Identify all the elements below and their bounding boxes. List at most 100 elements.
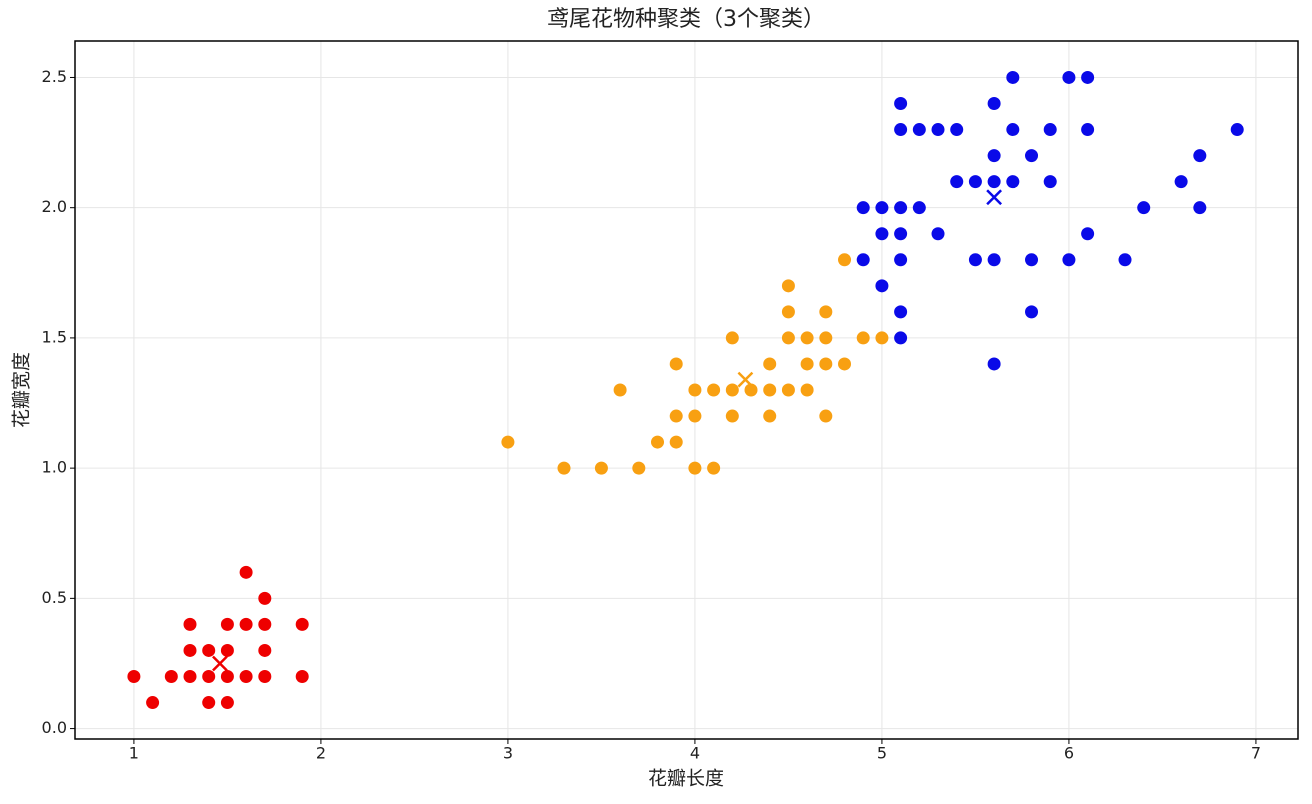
- y-axis-label: 花瓣宽度: [11, 352, 33, 428]
- scatter-point: [202, 696, 216, 710]
- scatter-point: [800, 357, 814, 371]
- scatter-point: [1025, 305, 1039, 319]
- scatter-point: [707, 383, 721, 397]
- scatter-point: [1081, 123, 1095, 137]
- scatter-point: [651, 435, 665, 449]
- scatter-point: [987, 97, 1001, 111]
- scatter-point: [688, 461, 702, 475]
- scatter-point: [931, 123, 945, 137]
- scatter-point: [875, 201, 889, 215]
- x-axis-label: 花瓣长度: [648, 768, 724, 790]
- scatter-point: [987, 357, 1001, 371]
- scatter-point: [781, 279, 795, 293]
- scatter-point: [781, 383, 795, 397]
- scatter-point: [183, 669, 197, 683]
- scatter-point: [1006, 175, 1020, 189]
- scatter-point: [800, 331, 814, 345]
- scatter-point: [707, 461, 721, 475]
- scatter-point: [800, 383, 814, 397]
- scatter-point: [669, 357, 683, 371]
- x-tick-label: 6: [1064, 744, 1074, 763]
- scatter-point: [950, 175, 964, 189]
- scatter-point: [894, 201, 908, 215]
- centroid-marker: [986, 189, 1003, 206]
- y-tick-label: 2.0: [42, 197, 67, 216]
- scatter-point: [220, 617, 234, 631]
- scatter-point: [1174, 175, 1188, 189]
- centroid-marker: [737, 371, 754, 388]
- scatter-point: [856, 253, 870, 267]
- x-tick-label: 2: [316, 744, 326, 763]
- scatter-point: [669, 409, 683, 423]
- x-tick-label: 7: [1251, 744, 1261, 763]
- scatter-point: [781, 331, 795, 345]
- scatter-point: [127, 669, 141, 683]
- scatter-point: [239, 669, 253, 683]
- scatter-point: [894, 253, 908, 267]
- scatter-point: [501, 435, 515, 449]
- scatter-point: [819, 409, 833, 423]
- scatter-point: [258, 591, 272, 605]
- scatter-point: [763, 357, 777, 371]
- scatter-point: [1006, 123, 1020, 137]
- scatter-point: [744, 383, 758, 397]
- scatter-point: [258, 669, 272, 683]
- scatter-point: [164, 669, 178, 683]
- scatter-point: [202, 669, 216, 683]
- scatter-point: [688, 409, 702, 423]
- scatter-point: [894, 331, 908, 345]
- scatter-point: [781, 305, 795, 319]
- scatter-point: [220, 669, 234, 683]
- y-tick-label: 2.5: [42, 67, 67, 86]
- scatter-point: [1062, 70, 1076, 84]
- scatter-point: [1081, 70, 1095, 84]
- scatter-point: [669, 435, 683, 449]
- scatter-point: [220, 696, 234, 710]
- x-tick-label: 1: [129, 744, 139, 763]
- scatter-point: [819, 305, 833, 319]
- scatter-point: [688, 383, 702, 397]
- scatter-point: [819, 357, 833, 371]
- scatter-point: [875, 279, 889, 293]
- scatter-point: [894, 97, 908, 111]
- x-tick-label: 3: [503, 744, 513, 763]
- scatter-point: [987, 149, 1001, 163]
- scatter-point: [1193, 201, 1207, 215]
- scatter-point: [183, 643, 197, 657]
- scatter-point: [931, 227, 945, 241]
- scatter-point: [1230, 123, 1244, 137]
- scatter-point: [725, 409, 739, 423]
- scatter-point: [1006, 70, 1020, 84]
- scatter-point: [894, 123, 908, 137]
- scatter-point: [763, 409, 777, 423]
- scatter-point: [856, 331, 870, 345]
- scatter-point: [1025, 253, 1039, 267]
- scatter-point: [838, 253, 852, 267]
- scatter-point: [856, 201, 870, 215]
- scatter-point: [875, 331, 889, 345]
- y-tick-label: 1.0: [42, 458, 67, 477]
- y-tick-label: 0.5: [42, 588, 67, 607]
- scatter-point: [912, 123, 926, 137]
- scatter-point: [987, 253, 1001, 267]
- scatter-point: [557, 461, 571, 475]
- scatter-point: [258, 617, 272, 631]
- plot-frame: [74, 40, 1299, 740]
- scatter-point: [838, 357, 852, 371]
- scatter-point: [220, 643, 234, 657]
- scatter-point: [239, 565, 253, 579]
- scatter-point: [594, 461, 608, 475]
- scatter-point: [894, 227, 908, 241]
- scatter-point: [632, 461, 646, 475]
- scatter-point: [1081, 227, 1095, 241]
- centroid-marker: [212, 655, 228, 672]
- scatter-point: [202, 643, 216, 657]
- scatter-point: [1193, 149, 1207, 163]
- scatter-point: [725, 383, 739, 397]
- scatter-point: [1043, 123, 1057, 137]
- x-tick-label: 4: [690, 744, 700, 763]
- scatter-point: [613, 383, 627, 397]
- chart-title: 鸢尾花物种聚类（3个聚类）: [547, 7, 825, 32]
